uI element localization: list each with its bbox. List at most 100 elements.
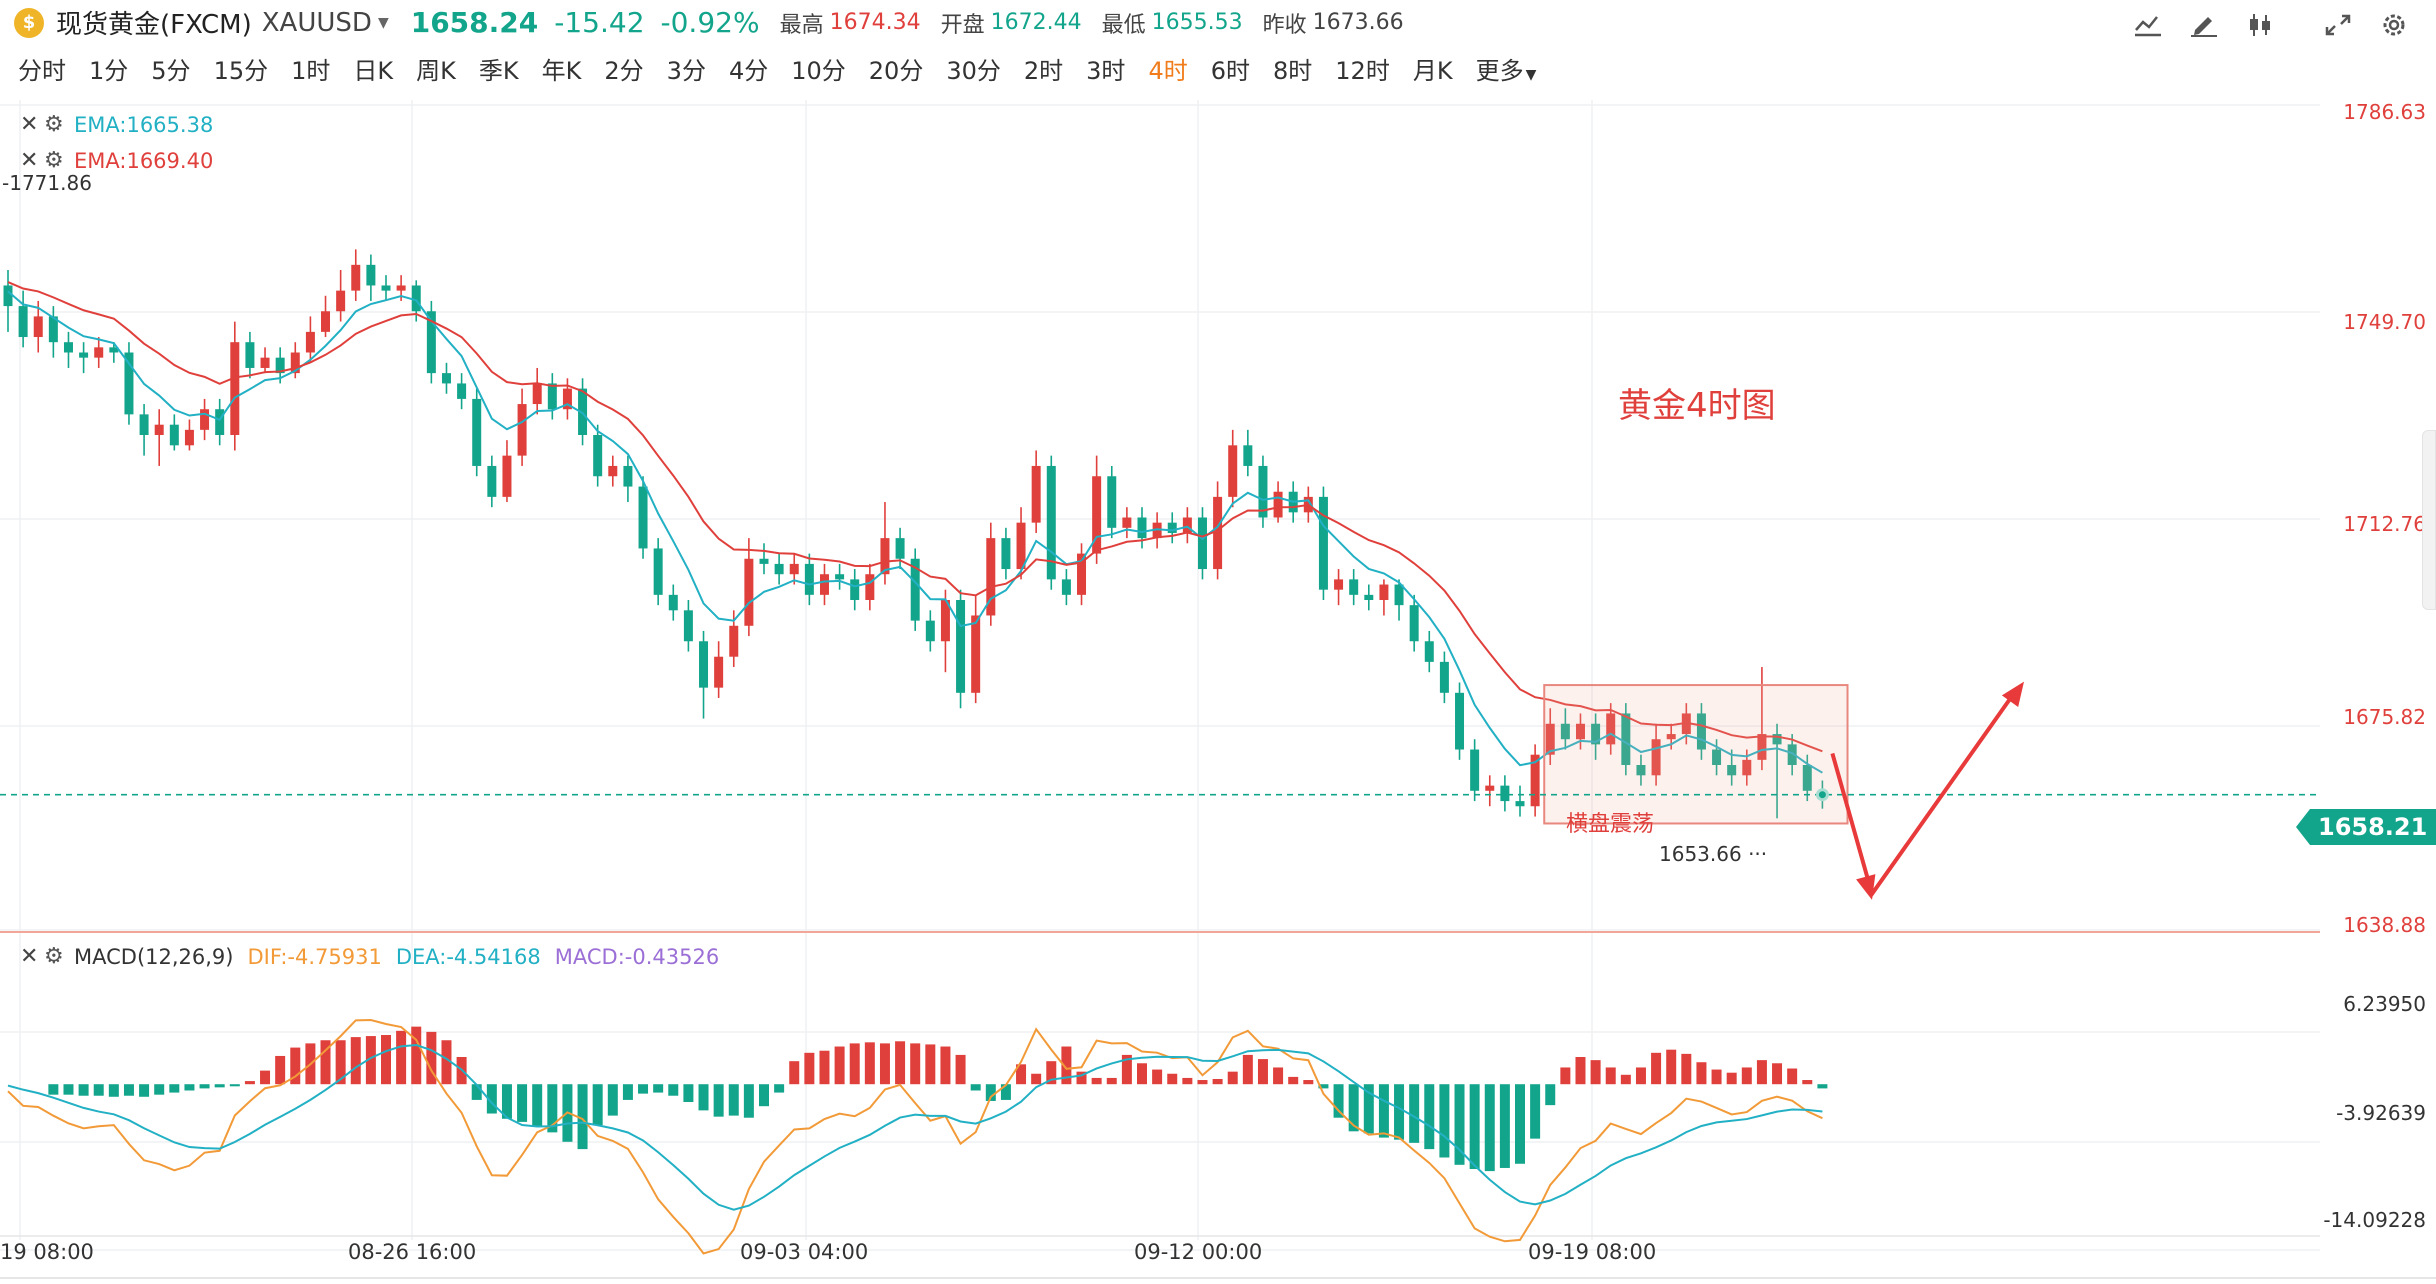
interval-19[interactable]: 8时 [1273, 56, 1313, 85]
candle-body [910, 558, 920, 621]
macd-bar [1741, 1067, 1752, 1085]
gear-icon[interactable]: ⚙ [44, 148, 64, 173]
macd-bar [1787, 1068, 1798, 1085]
interval-15[interactable]: 2时 [1023, 56, 1064, 85]
candle-body [1077, 553, 1087, 595]
macd-bar [1802, 1080, 1813, 1085]
candle-body [683, 610, 693, 642]
macd-bar [1091, 1077, 1102, 1085]
interval-11[interactable]: 4分 [728, 56, 769, 85]
interval-16[interactable]: 3时 [1086, 56, 1126, 85]
fullscreen-icon[interactable] [2318, 8, 2358, 42]
macd-bar [668, 1084, 679, 1096]
interval-13[interactable]: 20分 [868, 56, 924, 85]
macd-bar [910, 1043, 921, 1085]
candle-body [441, 373, 451, 384]
interval-17[interactable]: 4时 [1148, 56, 1188, 85]
macd-bar [864, 1042, 875, 1085]
interval-4[interactable]: 1时 [291, 56, 331, 85]
candle-body [1696, 713, 1706, 750]
candle-type-icon[interactable] [2240, 8, 2280, 42]
candle-body [744, 558, 754, 626]
macd-bar [849, 1043, 860, 1085]
macd-bar [1167, 1073, 1178, 1085]
interval-21[interactable]: 月K [1412, 56, 1453, 85]
interval-6[interactable]: 周K [416, 56, 456, 85]
macd-bar [1515, 1084, 1525, 1164]
interval-1[interactable]: 1分 [89, 56, 129, 85]
instrument-symbol[interactable]: XAUUSD [261, 7, 372, 38]
interval-9[interactable]: 2分 [604, 56, 644, 85]
interval-3[interactable]: 15分 [213, 56, 269, 85]
candle-body [1606, 713, 1616, 745]
interval-12[interactable]: 10分 [791, 56, 846, 85]
close-icon[interactable]: ✕ [20, 112, 39, 137]
settings-icon[interactable] [2374, 8, 2414, 42]
macd-bar [501, 1084, 512, 1119]
macd-bar [108, 1084, 119, 1097]
ema-slow-legend: ✕ ⚙ EMA:1669.40 [20, 148, 213, 173]
interval-8[interactable]: 年K [541, 56, 582, 85]
macd-bar [199, 1084, 210, 1089]
candle-body [789, 563, 799, 575]
candle-body [850, 579, 860, 600]
macd-bar [350, 1037, 361, 1085]
macd-bar [381, 1035, 391, 1085]
interval-20[interactable]: 12时 [1335, 56, 1390, 85]
macd-bar [411, 1026, 422, 1085]
draw-icon[interactable] [2184, 8, 2224, 42]
macd-bar [1484, 1084, 1495, 1172]
macd-bar [1288, 1076, 1299, 1085]
macd-bar [1061, 1046, 1072, 1085]
interval-0[interactable]: 分时 [18, 56, 66, 85]
price-change: -15.42 [554, 6, 645, 39]
candle-body [1046, 465, 1056, 580]
period-high-label: -1771.86 [2, 171, 92, 195]
chevron-down-icon[interactable]: ▼ [377, 14, 389, 31]
interval-2[interactable]: 5分 [151, 56, 191, 85]
stat-open-label: 开盘 [940, 12, 985, 38]
projection-arrow [1830, 686, 2020, 899]
interval-7[interactable]: 季K [478, 56, 519, 85]
candle-body [321, 311, 331, 332]
macd-bar [532, 1084, 543, 1127]
macd-bar [1121, 1054, 1132, 1085]
interval-5[interactable]: 日K [353, 56, 394, 85]
gear-icon[interactable]: ⚙ [44, 944, 64, 969]
price-axis-label: 1712.76 [2343, 512, 2426, 536]
macd-bar [940, 1046, 951, 1085]
interval-22[interactable]: 更多 ▼ [1475, 56, 1537, 85]
candle-body [1273, 491, 1283, 518]
macd-bar [1666, 1049, 1677, 1085]
macd-bar [743, 1084, 754, 1118]
candle-body [124, 352, 134, 415]
close-icon[interactable]: ✕ [20, 148, 39, 173]
macd-bar [78, 1084, 89, 1096]
instrument-title[interactable]: 现货黄金(FXCM) [56, 10, 252, 40]
interval-18[interactable]: 6时 [1210, 56, 1250, 85]
gear-icon[interactable]: ⚙ [44, 112, 64, 137]
candle-body [1500, 785, 1510, 802]
candle-body [1107, 476, 1117, 528]
macd-bar [804, 1052, 815, 1085]
macd-dea-line [7, 1044, 1823, 1211]
chevron-down-icon[interactable]: ▼ [1525, 66, 1537, 83]
price-axis-scroll-handle[interactable] [2422, 430, 2436, 610]
price-axis-label: 1749.70 [2343, 310, 2426, 334]
close-icon[interactable]: ✕ [20, 944, 39, 969]
interval-14[interactable]: 30分 [946, 56, 1001, 85]
candle-body [608, 465, 618, 477]
candle-body [1636, 765, 1646, 776]
candle-body [230, 342, 240, 435]
macd-dif-value: DIF:-4.75931 [247, 944, 382, 969]
candle-body [381, 285, 391, 291]
indicator-icon[interactable] [2128, 8, 2168, 42]
interval-10[interactable]: 3分 [666, 56, 706, 85]
macd-bar [1333, 1084, 1344, 1118]
candle-body [1712, 749, 1722, 765]
macd-bar [320, 1040, 331, 1085]
candle-body [169, 424, 179, 446]
macd-bar [1303, 1080, 1314, 1085]
ema-slow-line [7, 281, 1823, 753]
